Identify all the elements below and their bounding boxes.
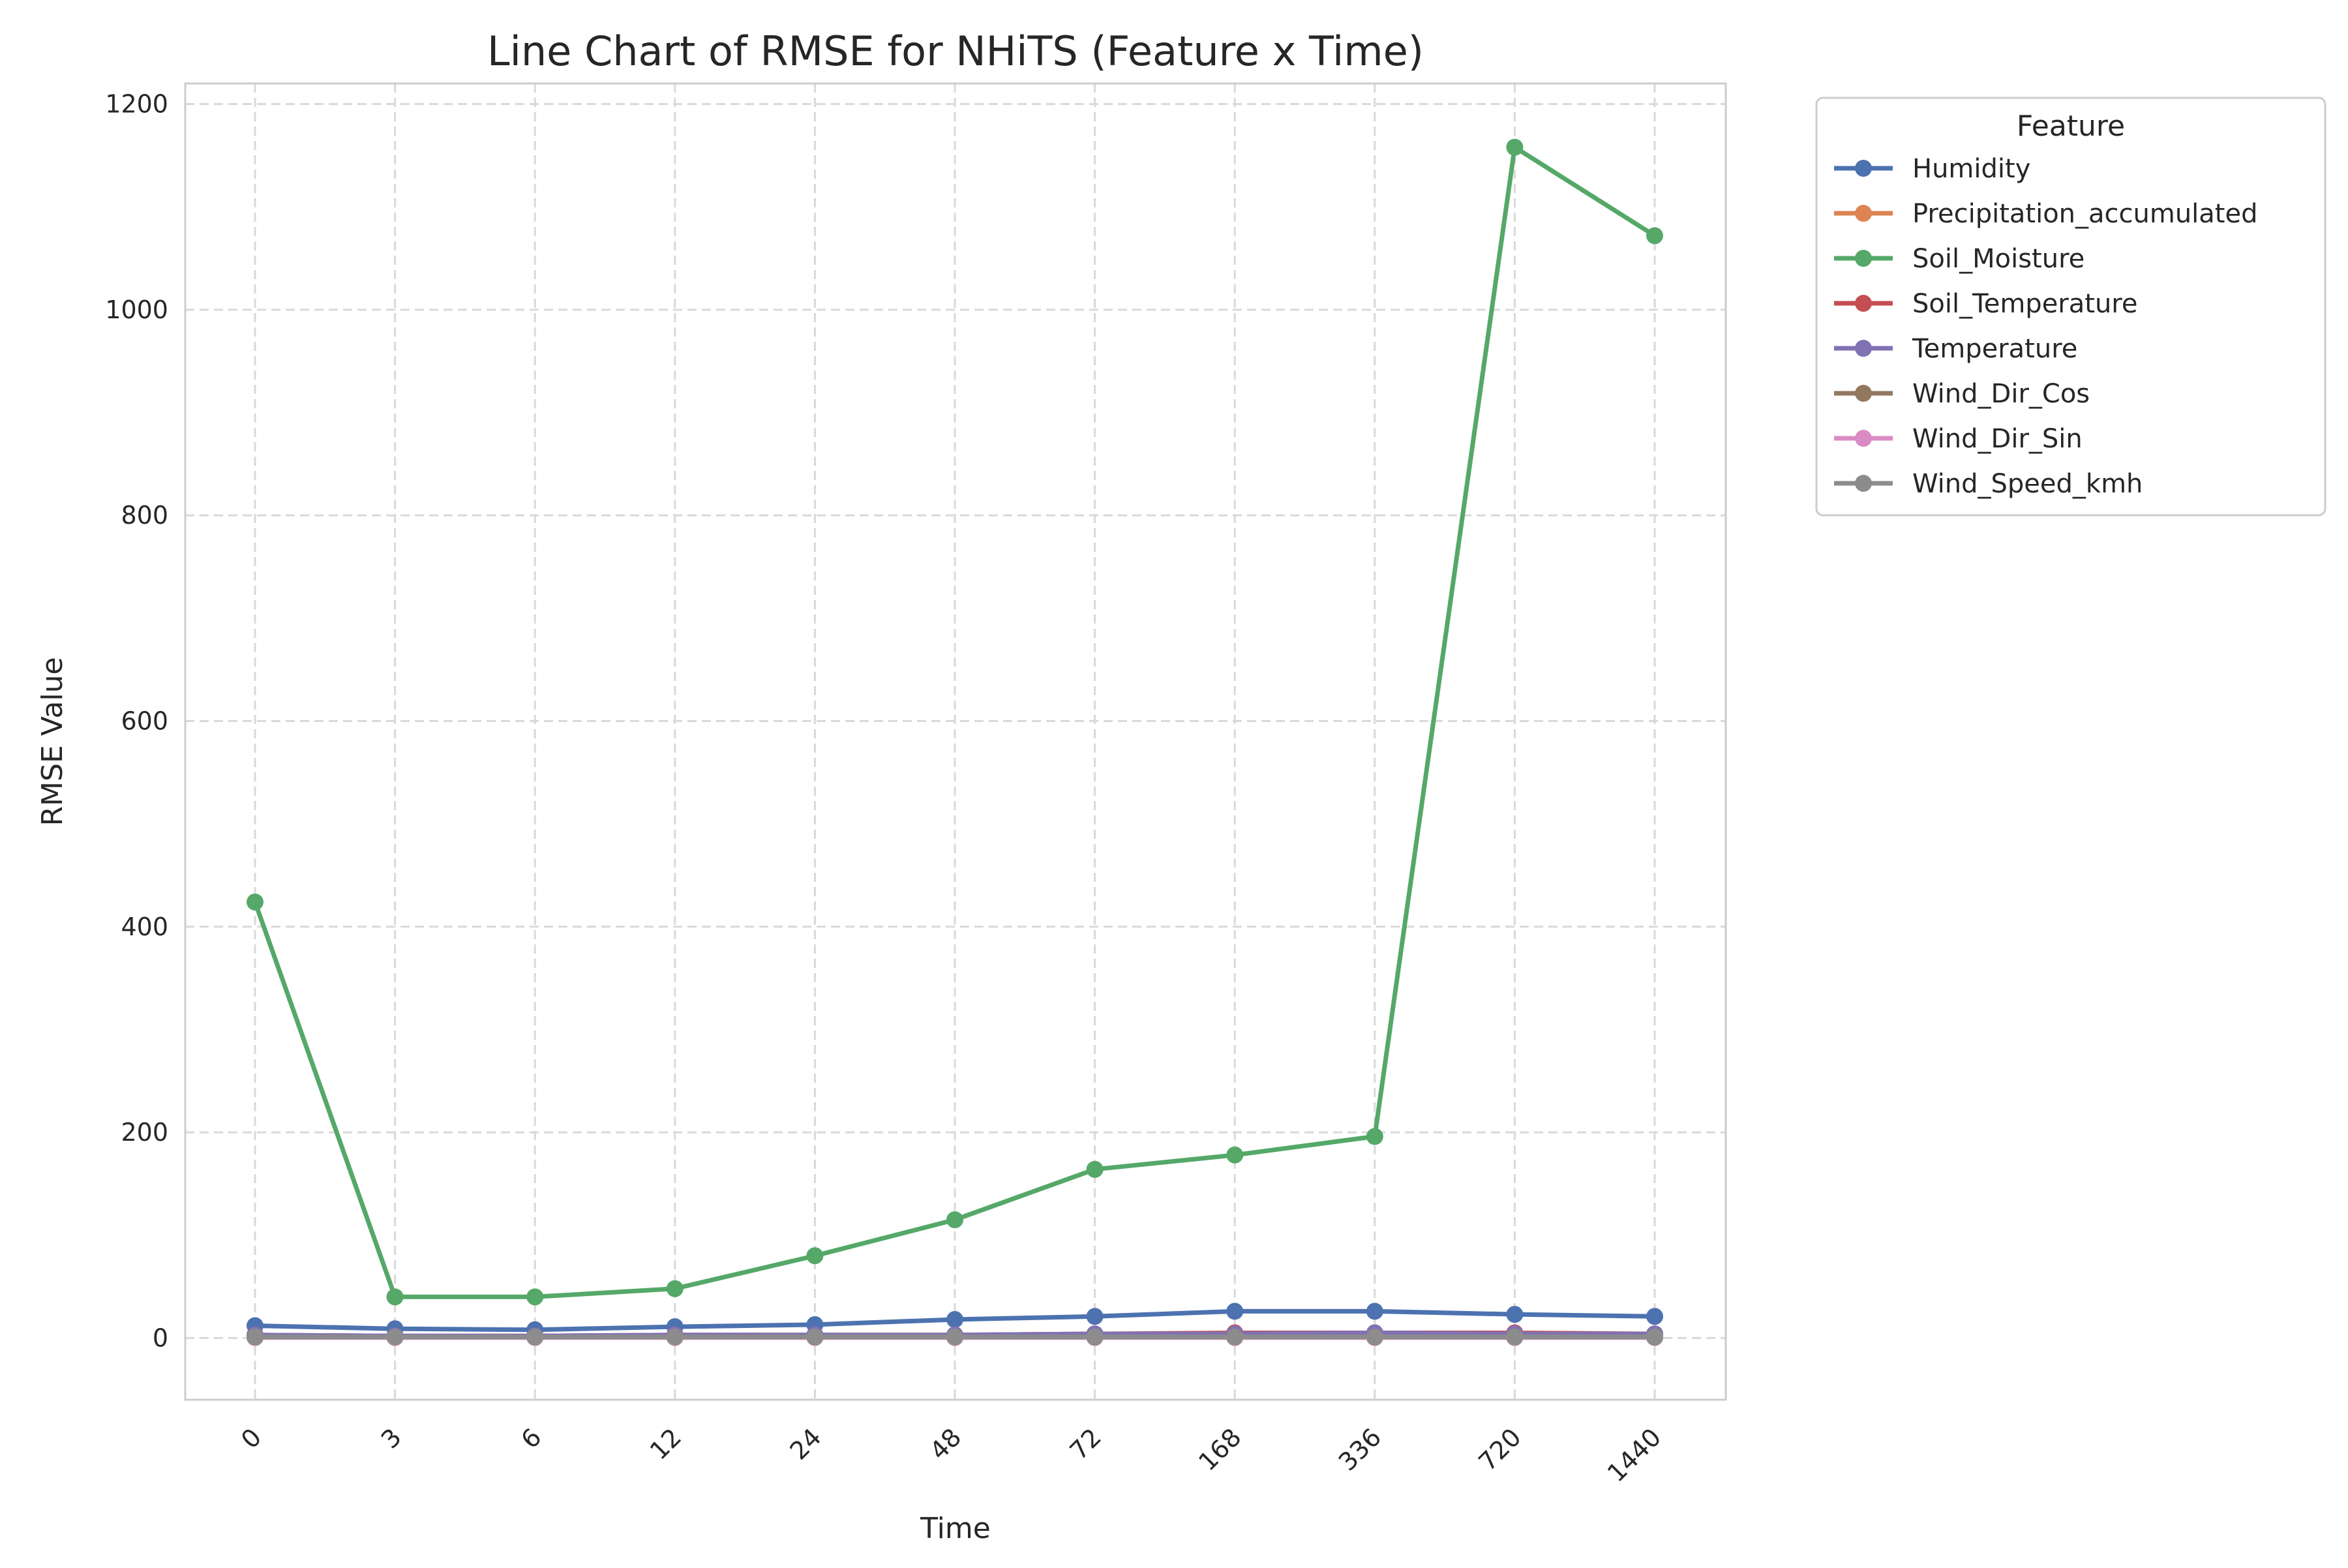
- data-point-soil-moisture: [806, 1247, 824, 1265]
- legend-label: Wind_Dir_Sin: [1912, 424, 2083, 454]
- legend-label: Humidity: [1912, 154, 2030, 184]
- legend-item-wind-dir-sin: Wind_Dir_Sin: [1834, 424, 2083, 454]
- legend-box: [1815, 97, 2326, 517]
- y-tick-label: 1200: [105, 90, 168, 119]
- data-point-wind-speed-kmh: [247, 1328, 263, 1346]
- data-point-soil-moisture: [1646, 227, 1663, 245]
- y-tick-label: 800: [121, 501, 168, 530]
- data-point-humidity: [1226, 1303, 1244, 1320]
- data-point-soil-moisture: [1226, 1146, 1244, 1164]
- legend-label: Soil_Moisture: [1912, 244, 2085, 274]
- legend-item-precipitation-accumulated: Precipitation_accumulated: [1834, 199, 2258, 229]
- data-point-soil-moisture: [526, 1288, 544, 1306]
- y-tick-label: 1000: [105, 295, 168, 324]
- legend-item-soil-moisture: Soil_Moisture: [1834, 244, 2085, 274]
- data-point-soil-moisture: [1366, 1128, 1383, 1145]
- data-point-soil-moisture: [1086, 1160, 1104, 1178]
- y-tick-label: 600: [121, 706, 168, 735]
- y-tick-label: 200: [121, 1118, 168, 1147]
- legend-label: Wind_Speed_kmh: [1912, 469, 2143, 499]
- data-point-soil-moisture: [1506, 138, 1524, 156]
- data-point-wind-speed-kmh: [1366, 1328, 1383, 1346]
- plot-area: [184, 82, 1727, 1401]
- data-point-humidity: [1646, 1308, 1663, 1325]
- data-point-soil-moisture: [666, 1280, 684, 1297]
- legend-swatch-marker: [1855, 430, 1872, 447]
- legend-swatch-marker: [1855, 340, 1872, 357]
- series-wind-speed-kmh: [247, 1328, 1663, 1346]
- legend-item-wind-speed-kmh: Wind_Speed_kmh: [1834, 469, 2143, 499]
- legend-swatch-marker: [1855, 250, 1872, 267]
- legend-title: Feature: [2017, 110, 2125, 143]
- legend-label: Wind_Dir_Cos: [1912, 379, 2090, 409]
- data-point-wind-speed-kmh: [666, 1328, 684, 1346]
- x-axis-title: Time: [920, 1512, 991, 1545]
- data-point-soil-moisture: [946, 1211, 963, 1229]
- data-point-wind-speed-kmh: [1226, 1328, 1244, 1346]
- legend-swatch-marker: [1855, 295, 1872, 312]
- y-axis-title: RMSE Value: [36, 657, 69, 826]
- data-point-soil-moisture: [247, 893, 263, 911]
- legend-swatch-marker: [1855, 205, 1872, 222]
- data-point-humidity: [1366, 1303, 1383, 1320]
- legend-item-wind-dir-cos: Wind_Dir_Cos: [1834, 379, 2090, 409]
- data-point-wind-speed-kmh: [946, 1328, 963, 1346]
- y-tick-label: 0: [153, 1323, 168, 1352]
- data-point-humidity: [946, 1311, 963, 1329]
- data-point-humidity: [1506, 1306, 1524, 1323]
- legend-item-humidity: Humidity: [1834, 154, 2030, 184]
- legend-item-soil-temperature: Soil_Temperature: [1834, 289, 2137, 319]
- legend-swatch-marker: [1855, 385, 1872, 402]
- data-point-wind-speed-kmh: [386, 1328, 404, 1346]
- data-point-wind-speed-kmh: [526, 1328, 544, 1346]
- chart-title: Line Chart of RMSE for NHiTS (Feature x …: [487, 27, 1424, 75]
- data-point-wind-speed-kmh: [806, 1328, 824, 1346]
- data-point-humidity: [1086, 1308, 1104, 1325]
- y-tick-label: 400: [121, 912, 168, 941]
- data-point-soil-moisture: [386, 1288, 404, 1306]
- legend-label: Temperature: [1912, 334, 2077, 364]
- legend-swatch-marker: [1855, 160, 1872, 177]
- data-point-wind-speed-kmh: [1086, 1328, 1104, 1346]
- legend: Feature Humidity Precipitation_accumulate…: [1815, 97, 2326, 517]
- legend-item-temperature: Temperature: [1834, 334, 2077, 364]
- data-point-wind-speed-kmh: [1506, 1328, 1524, 1346]
- legend-swatch-marker: [1855, 475, 1872, 492]
- data-point-wind-speed-kmh: [1646, 1328, 1663, 1346]
- legend-label: Soil_Temperature: [1912, 289, 2137, 319]
- legend-label: Precipitation_accumulated: [1912, 199, 2258, 229]
- series-soil-moisture: [247, 138, 1663, 1306]
